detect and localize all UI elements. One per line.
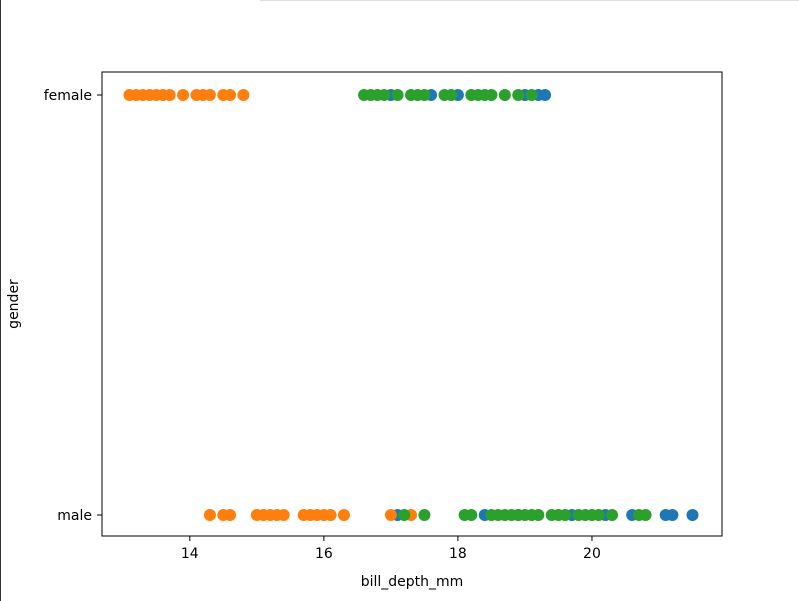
point (465, 509, 478, 521)
point (445, 89, 458, 101)
plot-frame (101, 71, 723, 537)
point (418, 509, 431, 521)
point (485, 89, 498, 101)
point (498, 89, 511, 101)
x-tick-label: 20 (583, 546, 601, 562)
point (639, 509, 652, 521)
point (539, 89, 552, 101)
y-tick-label: male (57, 508, 92, 524)
point (384, 509, 397, 521)
point (559, 509, 572, 521)
point (337, 509, 350, 521)
x-axis-label: bill_depth_mm (361, 574, 464, 590)
point (532, 509, 545, 521)
x-tick-label: 14 (181, 546, 199, 562)
point (163, 89, 176, 101)
x-tick-label: 18 (449, 546, 467, 562)
point (525, 89, 538, 101)
point (398, 509, 411, 521)
point (224, 89, 237, 101)
point (237, 89, 250, 101)
point (418, 89, 431, 101)
x-tick-label: 16 (315, 546, 333, 562)
point (391, 89, 404, 101)
point (606, 509, 619, 521)
point (378, 89, 391, 101)
point (224, 509, 237, 521)
y-tick-label: female (44, 88, 92, 104)
point (592, 509, 605, 521)
point (512, 89, 525, 101)
point (686, 509, 699, 521)
point (203, 89, 216, 101)
y-axis-label: gender (6, 279, 22, 329)
point (203, 509, 216, 521)
point (324, 509, 337, 521)
point (666, 509, 679, 521)
point (177, 89, 190, 101)
point (277, 509, 290, 521)
